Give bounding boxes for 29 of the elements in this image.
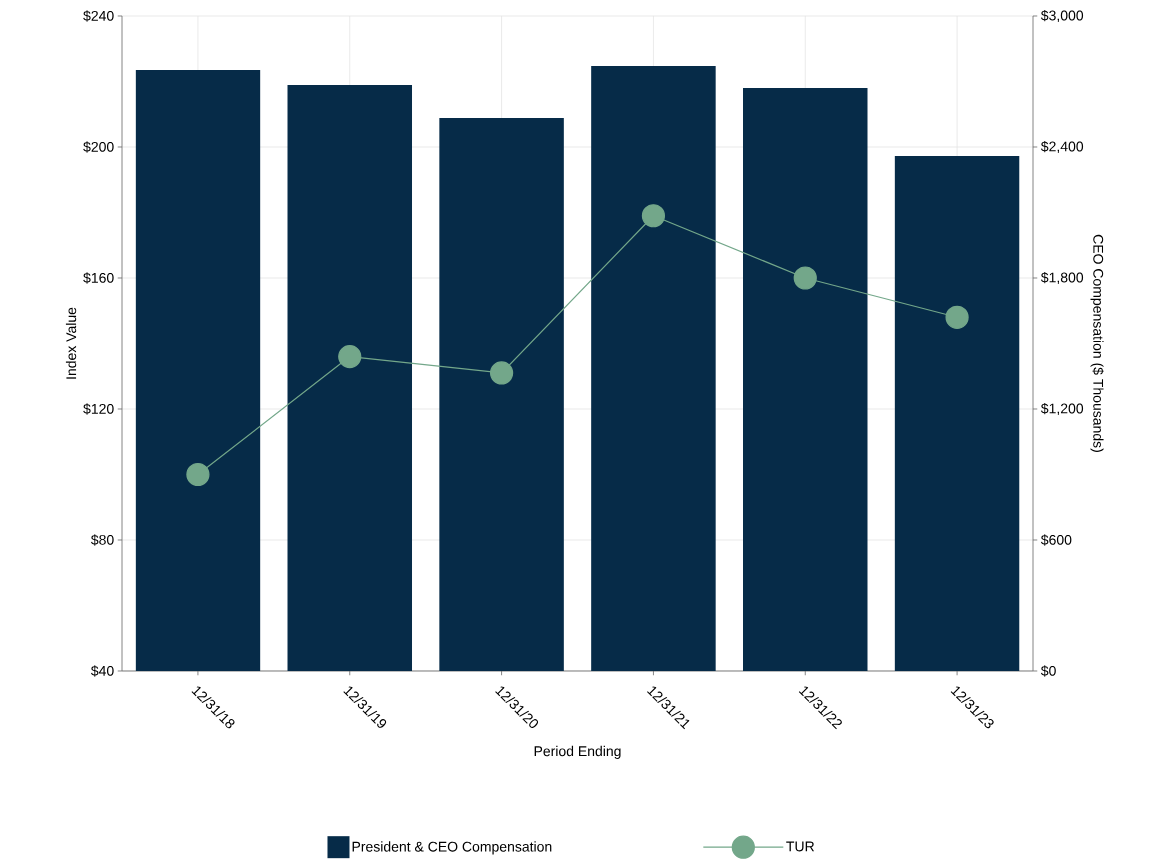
y2-axis-title: CEO Compensation ($ Thousands) <box>1090 234 1104 452</box>
bar <box>591 65 716 671</box>
y2-tick-label: $3,000 <box>1040 9 1084 23</box>
point <box>338 344 362 369</box>
point <box>641 204 666 228</box>
x-axis-title: Period Ending <box>534 745 621 759</box>
y-tick-label: $160 <box>83 272 114 284</box>
point <box>489 361 514 385</box>
bar <box>439 117 564 671</box>
bar <box>287 84 413 671</box>
y2-tick-label: $0 <box>1040 665 1056 677</box>
y2-tick-label: $1,200 <box>1040 402 1084 416</box>
legend-label: President & CEO Compensation <box>352 841 552 855</box>
bar <box>894 155 1020 671</box>
y2-tick-label: $600 <box>1040 534 1072 546</box>
legend-label: TUR <box>786 841 815 852</box>
point <box>186 462 210 487</box>
y-tick-label: $80 <box>91 534 114 546</box>
y-tick-label: $120 <box>83 403 114 415</box>
y-tick-label: $240 <box>83 10 114 22</box>
bar <box>743 88 868 671</box>
point <box>945 305 969 329</box>
y-tick-label: $40 <box>91 665 114 677</box>
y-tick-label: $200 <box>83 141 114 153</box>
y2-tick-label: $1,800 <box>1040 271 1084 285</box>
y-axis-title: Index Value <box>65 307 77 379</box>
bar <box>135 69 261 671</box>
y2-tick-label: $2,400 <box>1040 140 1084 154</box>
point <box>793 266 817 290</box>
